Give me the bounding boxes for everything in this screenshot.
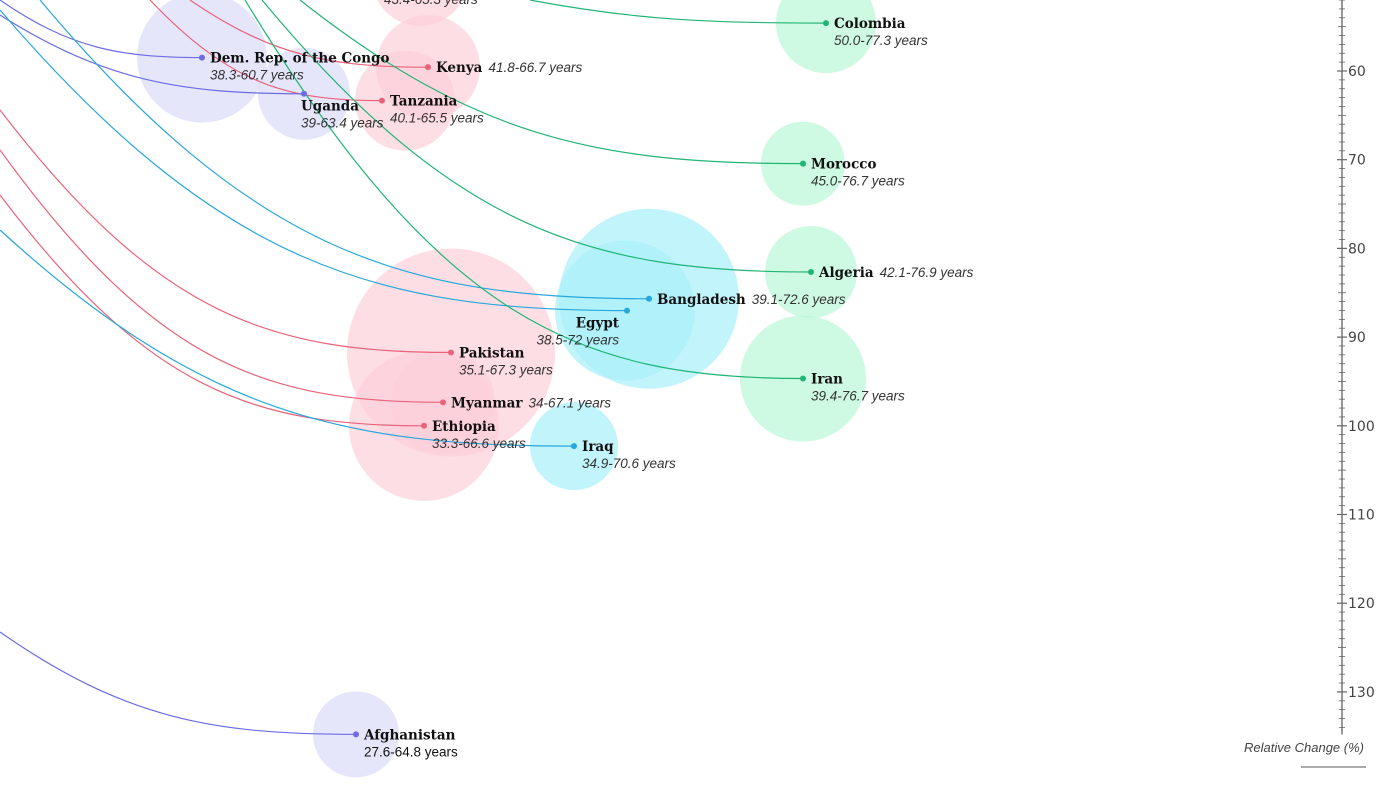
dot-colombia[interactable] bbox=[823, 20, 829, 27]
y-axis: 60 70 80 90 100 110 120 130 Relative Change (%) bbox=[1244, 0, 1375, 768]
label-colombia: Colombia bbox=[834, 16, 906, 32]
y-tick-label-100: 100 bbox=[1348, 419, 1375, 435]
dot-uganda[interactable] bbox=[301, 90, 307, 97]
bubble-colombia bbox=[776, 0, 876, 74]
range-ethiopia: 33.3-66.6 years bbox=[432, 436, 526, 451]
line-egypt bbox=[0, 9, 628, 312]
range-partial: 43.4-65.3 years bbox=[384, 0, 478, 7]
y-tick-label-60: 60 bbox=[1348, 64, 1366, 80]
range-morocco: 45.0-76.7 years bbox=[811, 174, 905, 189]
range-afghanistan: 27.6-64.8 years bbox=[364, 744, 458, 759]
dot-algeria[interactable] bbox=[808, 268, 814, 275]
range-algeria: 42.1-76.9 years bbox=[880, 265, 974, 280]
line-colombia bbox=[529, 0, 827, 24]
range-dem-rep-of-the-congo: 38.3-60.7 years bbox=[210, 68, 304, 83]
label-algeria: Algeria bbox=[818, 265, 874, 281]
range-colombia: 50.0-77.3 years bbox=[834, 33, 928, 48]
dot-bangladesh[interactable] bbox=[646, 295, 652, 302]
lines-layer bbox=[0, 0, 827, 735]
range-kenya: 41.8-66.7 years bbox=[488, 60, 582, 75]
label-ethiopia: Ethiopia bbox=[432, 419, 496, 435]
label-uganda: Uganda bbox=[301, 99, 359, 115]
label-iran: Iran bbox=[811, 372, 843, 388]
y-tick-label-80: 80 bbox=[1348, 241, 1366, 257]
dot-myanmar[interactable] bbox=[440, 399, 446, 406]
line-ethiopia bbox=[0, 194, 425, 427]
y-axis-title: Relative Change (%) bbox=[1244, 740, 1364, 755]
dot-afghanistan[interactable] bbox=[353, 731, 359, 738]
line-pakistan bbox=[0, 109, 452, 354]
range-bangladesh: 39.1-72.6 years bbox=[752, 292, 846, 307]
line-bangladesh bbox=[39, 0, 650, 300]
dot-tanzania[interactable] bbox=[379, 97, 385, 104]
label-pakistan: Pakistan bbox=[459, 346, 525, 362]
dot-pakistan[interactable] bbox=[448, 349, 454, 356]
dot-ethiopia[interactable] bbox=[421, 422, 427, 429]
line-tanzania bbox=[149, 0, 383, 102]
bubbles-layer bbox=[137, 0, 876, 778]
dot-morocco[interactable] bbox=[800, 160, 806, 167]
y-tick-label-120: 120 bbox=[1348, 596, 1375, 612]
line-algeria bbox=[261, 0, 812, 273]
label-iraq: Iraq bbox=[582, 439, 614, 455]
label-tanzania: Tanzania bbox=[390, 94, 458, 110]
range-myanmar: 34-67.1 years bbox=[529, 395, 612, 410]
y-tick-label-90: 90 bbox=[1348, 330, 1366, 346]
line-morocco bbox=[299, 0, 804, 165]
y-tick-label-130: 130 bbox=[1348, 685, 1375, 701]
label-egypt: Egypt bbox=[576, 316, 620, 332]
range-pakistan: 35.1-67.3 years bbox=[459, 363, 553, 378]
line-uganda bbox=[0, 14, 305, 95]
label-morocco: Morocco bbox=[811, 157, 877, 173]
y-tick-label-110: 110 bbox=[1348, 508, 1375, 524]
dot-iraq[interactable] bbox=[571, 443, 577, 450]
dot-dem-rep-of-the-congo[interactable] bbox=[199, 54, 205, 61]
range-uganda: 39-63.4 years bbox=[301, 116, 384, 131]
line-afghanistan bbox=[0, 631, 357, 735]
dot-iran[interactable] bbox=[800, 375, 806, 382]
range-iran: 39.4-76.7 years bbox=[811, 389, 905, 404]
line-iraq bbox=[0, 229, 575, 447]
line-iran bbox=[244, 0, 804, 380]
line-myanmar bbox=[0, 149, 444, 403]
label-bangladesh: Bangladesh bbox=[657, 292, 746, 308]
range-egypt: 38.5-72 years bbox=[536, 333, 619, 348]
bubble-tanzania bbox=[355, 50, 455, 151]
dot-egypt[interactable] bbox=[624, 307, 630, 314]
label-myanmar: Myanmar bbox=[451, 395, 523, 411]
label-afghanistan: Afghanistan bbox=[363, 727, 456, 743]
y-tick-label-70: 70 bbox=[1348, 153, 1366, 169]
label-kenya: Kenya bbox=[436, 60, 483, 76]
dot-kenya[interactable] bbox=[425, 64, 431, 71]
range-tanzania: 40.1-65.5 years bbox=[390, 111, 484, 126]
line-dem-rep-of-the-congo bbox=[0, 0, 203, 59]
range-iraq: 34.9-70.6 years bbox=[582, 456, 676, 471]
label-dem-rep-of-the-congo: Dem. Rep. of the Congo bbox=[210, 51, 390, 67]
